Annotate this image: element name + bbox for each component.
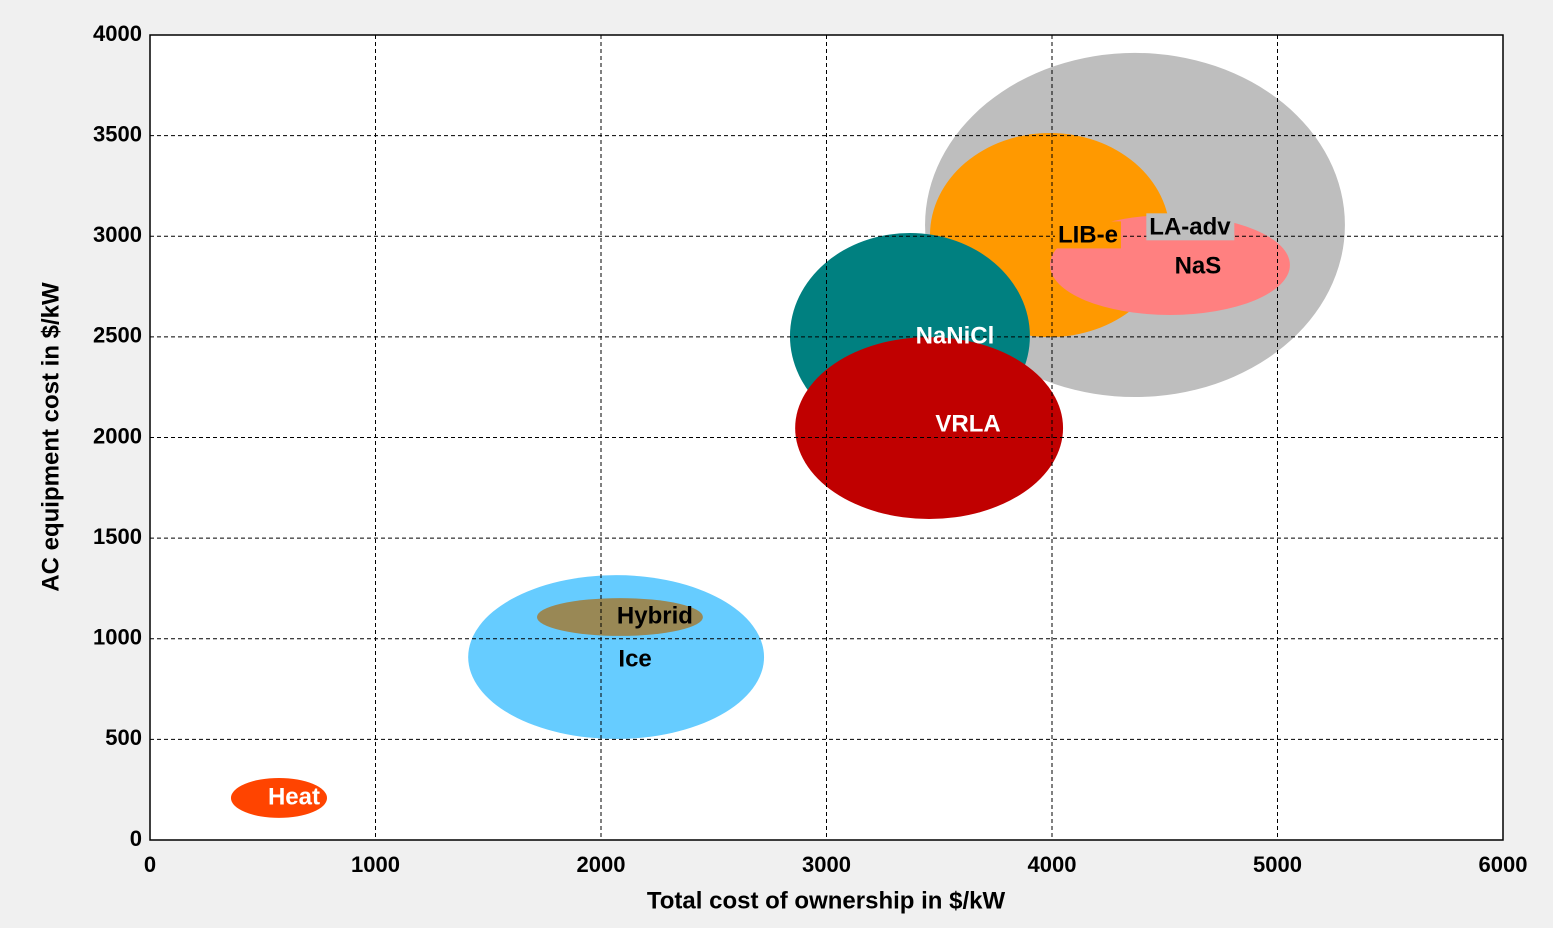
ellipse	[230, 778, 328, 818]
series-label: Ice	[618, 645, 651, 672]
label-background	[1054, 221, 1121, 249]
x-tick-label: 1000	[351, 852, 400, 877]
series-label: Heat	[268, 783, 320, 810]
series-label: NaNiCl	[916, 322, 995, 349]
plot-frame	[149, 34, 1504, 841]
x-tick-label: 0	[144, 852, 156, 877]
series-label: NaS	[1175, 252, 1222, 279]
y-tick-label: 1500	[93, 524, 142, 549]
y-tick-label: 4000	[93, 21, 142, 46]
series-label: LIB-e	[1058, 221, 1118, 248]
x-tick-label: 5000	[1253, 852, 1302, 877]
y-tick-label: 1000	[93, 625, 142, 650]
series-label: VRLA	[935, 410, 1000, 437]
ellipse	[795, 337, 1064, 520]
y-tick-label: 3000	[93, 222, 142, 247]
y-axis-label: AC equipment cost in $/kW	[37, 282, 64, 592]
label-background	[1146, 213, 1235, 241]
y-tick-label: 500	[105, 725, 142, 750]
x-tick-label: 3000	[802, 852, 851, 877]
x-tick-label: 4000	[1028, 852, 1077, 877]
ellipse	[536, 598, 703, 636]
series-label: Hybrid	[617, 602, 693, 629]
y-tick-label: 3500	[93, 121, 142, 146]
x-tick-label: 6000	[1479, 852, 1528, 877]
y-tick-label: 2500	[93, 323, 142, 348]
x-axis-label: Total cost of ownership in $/kW	[647, 887, 1006, 914]
y-tick-label: 2000	[93, 423, 142, 448]
series-label: LA-adv	[1149, 213, 1231, 240]
y-tick-label: 0	[130, 826, 142, 851]
x-tick-label: 2000	[577, 852, 626, 877]
